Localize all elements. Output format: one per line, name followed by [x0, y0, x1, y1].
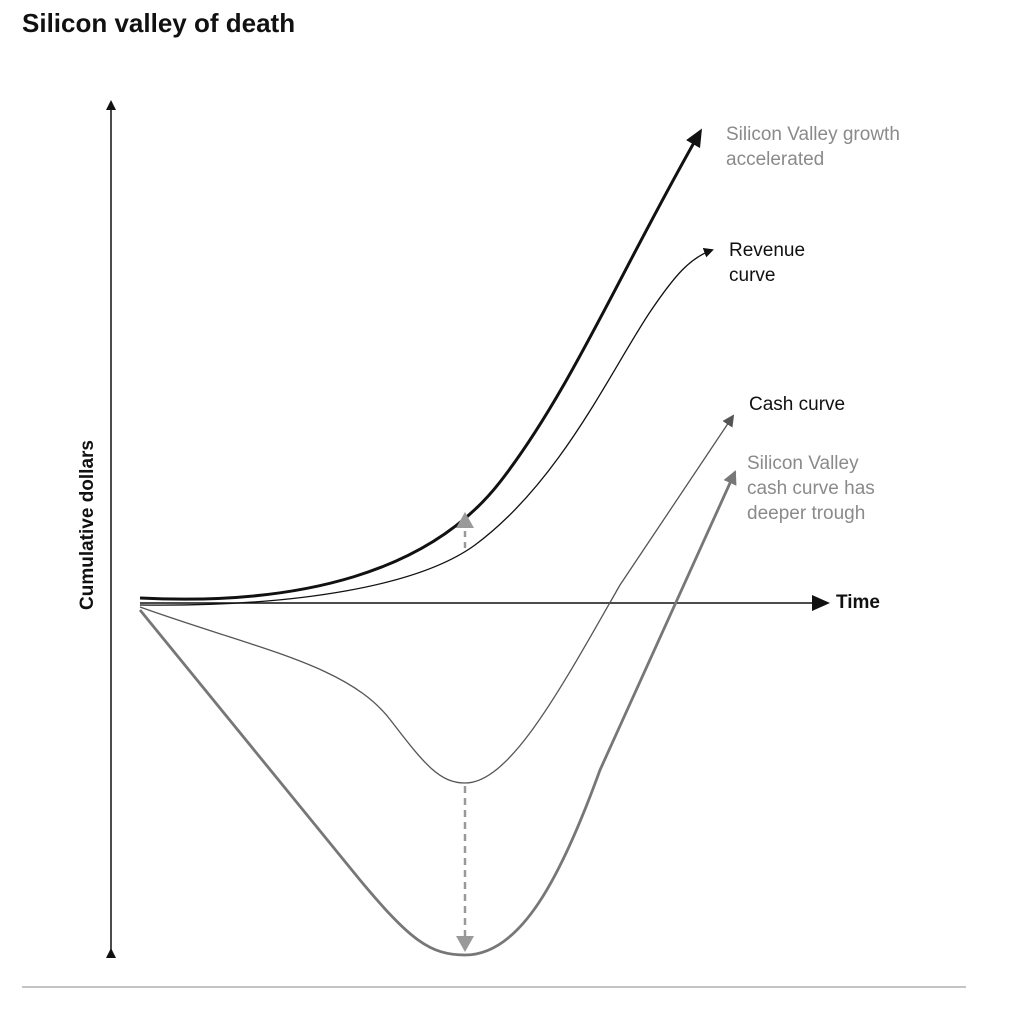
revenue-curve	[139, 248, 714, 606]
page-title: Silicon valley of death	[22, 8, 296, 38]
sv-cash-curve	[138, 470, 737, 957]
label-revenue: Revenue curve	[729, 240, 806, 286]
x-axis-label: Time	[836, 592, 881, 613]
label-sv-growth: Silicon Valley growth accelerated	[726, 124, 900, 170]
sv-growth-curve	[139, 128, 702, 601]
cash-curve	[139, 414, 735, 784]
label-sv-cash: Silicon Valley cash curve has deeper tro…	[747, 453, 875, 524]
label-cash: Cash curve	[749, 394, 846, 415]
y-axis-label: Cumulative dollars	[77, 440, 98, 610]
